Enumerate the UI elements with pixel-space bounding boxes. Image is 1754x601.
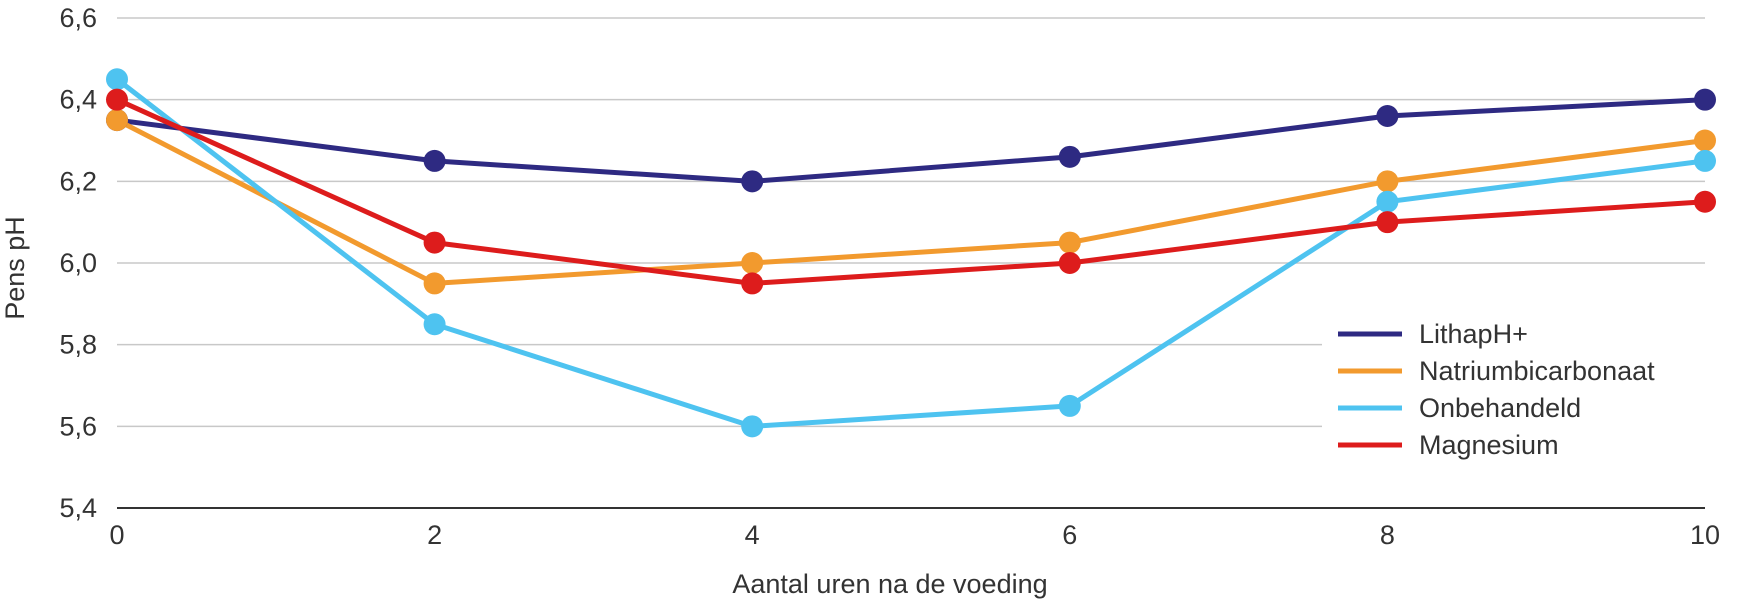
data-point [741,415,764,438]
series-line [114,97,1708,286]
data-point [106,88,128,111]
legend-label: Magnesium [1419,430,1559,460]
data-point [1694,190,1716,213]
data-point [1376,211,1399,234]
data-point [741,272,764,295]
legend: LithapH+ Natriumbicarbonaat Onbehandeld Mag… [1322,302,1710,470]
data-point [423,231,446,254]
data-point [1694,88,1716,111]
data-point [1058,231,1081,254]
data-point [741,170,764,193]
series-line [114,97,1708,184]
data-point [423,313,446,336]
data-point [106,109,128,132]
legend-label: Natriumbicarbonaat [1419,356,1655,386]
x-axis-title: Aantal uren na de voeding [732,569,1047,599]
x-tick-label: 4 [745,520,760,550]
y-tick-label: 5,4 [59,493,97,523]
data-point [423,272,446,295]
y-tick-label: 6,0 [59,248,97,278]
legend-label: Onbehandeld [1419,393,1581,423]
data-point [741,252,764,274]
data-point [1694,129,1716,152]
data-points [106,68,1716,438]
series-line [114,117,1708,286]
data-point [1376,190,1399,213]
data-point [1058,252,1081,274]
data-point [1376,170,1399,193]
y-tick-label: 5,8 [59,330,97,360]
y-axis-title: Pens pH [0,216,30,320]
x-tick-label: 10 [1690,520,1720,550]
data-point [1694,149,1716,172]
data-point [1376,105,1399,127]
data-point [423,149,446,172]
data-point [1058,145,1081,168]
x-tick-label: 2 [427,520,442,550]
x-tick-label: 0 [109,520,124,550]
tick-labels: 5,4 5,6 5,8 6,0 6,2 6,4 6,6 0 2 4 6 8 10 [59,3,1720,550]
y-tick-label: 6,6 [59,3,97,33]
legend-background [1322,302,1710,470]
data-point [106,68,128,91]
series-lines [114,76,1708,429]
x-tick-label: 8 [1380,520,1395,550]
y-tick-label: 6,2 [59,166,97,196]
y-tick-label: 5,6 [59,411,97,441]
series-line [114,76,1708,429]
data-point [1058,394,1081,417]
y-tick-label: 6,4 [59,85,97,115]
x-tick-label: 6 [1062,520,1077,550]
legend-label: LithapH+ [1419,319,1528,349]
